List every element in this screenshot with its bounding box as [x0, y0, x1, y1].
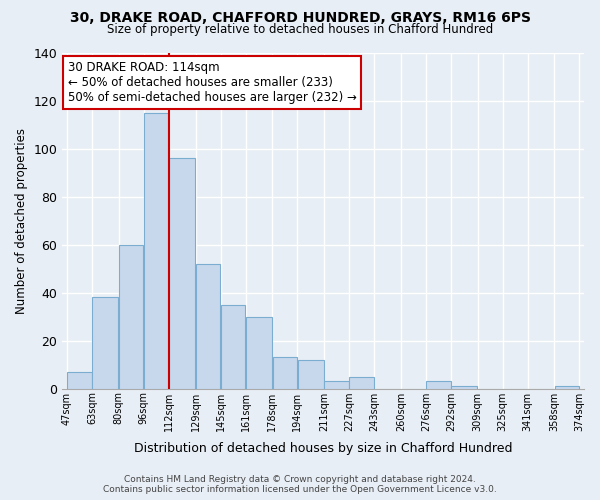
Text: Size of property relative to detached houses in Chafford Hundred: Size of property relative to detached ho… — [107, 22, 493, 36]
Bar — [92, 298, 118, 388]
Bar — [272, 358, 297, 388]
Bar — [298, 360, 323, 388]
Bar — [451, 386, 477, 388]
Bar — [144, 112, 169, 388]
X-axis label: Distribution of detached houses by size in Chafford Hundred: Distribution of detached houses by size … — [134, 442, 512, 455]
Bar — [196, 264, 220, 388]
Text: Contains HM Land Registry data © Crown copyright and database right 2024.
Contai: Contains HM Land Registry data © Crown c… — [103, 474, 497, 494]
Bar — [67, 372, 92, 388]
Bar — [119, 244, 143, 388]
Bar — [246, 316, 272, 388]
Bar — [555, 386, 579, 388]
Bar — [426, 382, 451, 388]
Bar — [169, 158, 195, 388]
Text: 30 DRAKE ROAD: 114sqm
← 50% of detached houses are smaller (233)
50% of semi-det: 30 DRAKE ROAD: 114sqm ← 50% of detached … — [68, 61, 356, 104]
Bar — [349, 376, 374, 388]
Text: 30, DRAKE ROAD, CHAFFORD HUNDRED, GRAYS, RM16 6PS: 30, DRAKE ROAD, CHAFFORD HUNDRED, GRAYS,… — [70, 11, 530, 25]
Bar — [221, 304, 245, 388]
Bar — [325, 382, 349, 388]
Y-axis label: Number of detached properties: Number of detached properties — [15, 128, 28, 314]
